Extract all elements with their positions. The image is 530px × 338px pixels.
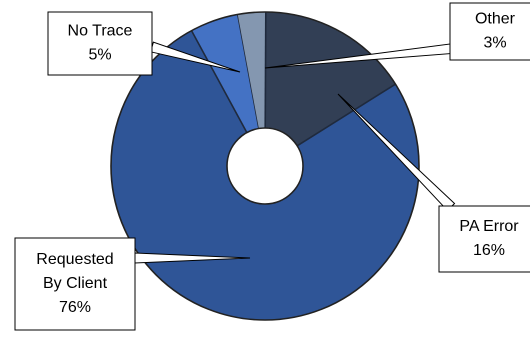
donut-hole [226,127,304,205]
callout-pa-error-label: PA Error [459,218,519,235]
callout-requested-by-client-percent: 76% [59,299,91,316]
slices-group [110,11,420,321]
callout-pa-error: PA Error 16% [438,205,530,273]
slice-no-trace [191,14,259,133]
callout-other-box [449,2,530,61]
callout-other-percent: 3% [483,35,506,52]
callout-requested-by-client-label: Requested [36,251,113,268]
callout-other-label: Other [475,11,516,28]
callout-no-trace: No Trace 5% [47,11,153,76]
callout-pa-error-percent: 16% [473,242,505,259]
callout-no-trace-percent: 5% [88,47,111,64]
callout-no-trace-label: No Trace [68,23,133,40]
callout-requested-by-client-label: By Client [43,275,108,292]
callout-requested-by-client-box [14,237,136,331]
donut-outer-border [110,11,420,321]
callout-requested-by-client: Requested By Client 76% [14,237,136,331]
callout-no-trace-box [47,11,153,76]
slice-separator [190,30,248,133]
slice-separator [296,83,396,147]
callout-pa-error-box [438,205,530,273]
callouts-group: Other 3% PA Error 16% Requested By Client 76% N… [14,2,530,331]
slice-pa-error [265,12,396,146]
slice-requested-by-client [111,30,419,320]
callout-other: Other 3% [449,2,530,61]
slice-separator [264,11,267,129]
leader-lines-group [134,41,460,264]
slice-other [236,12,266,129]
